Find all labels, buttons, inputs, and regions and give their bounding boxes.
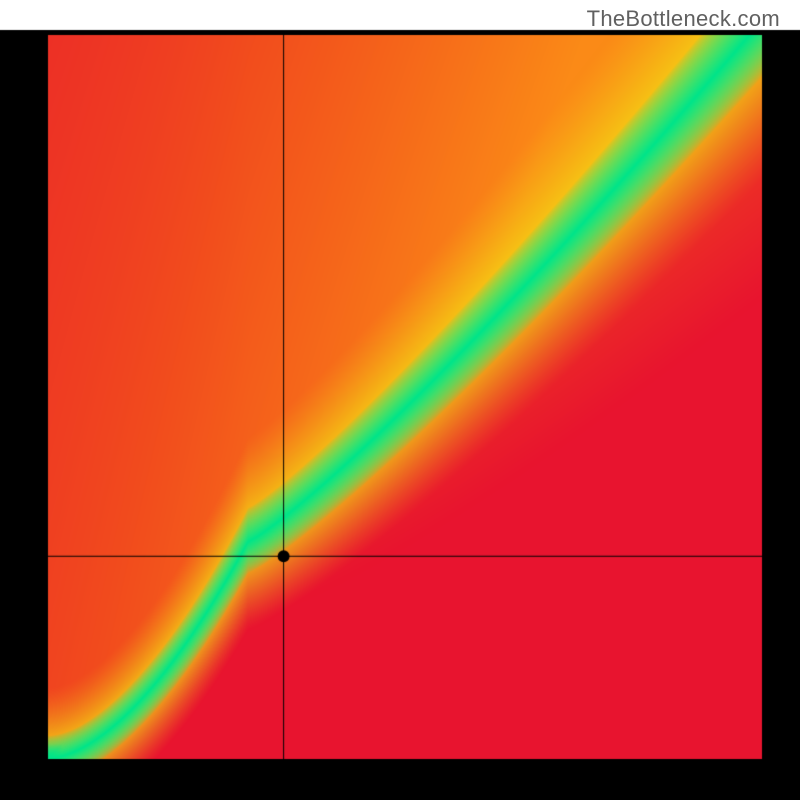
heatmap-canvas: [0, 0, 800, 800]
bottleneck-chart-container: TheBottleneck.com: [0, 0, 800, 800]
watermark-text: TheBottleneck.com: [587, 6, 780, 32]
